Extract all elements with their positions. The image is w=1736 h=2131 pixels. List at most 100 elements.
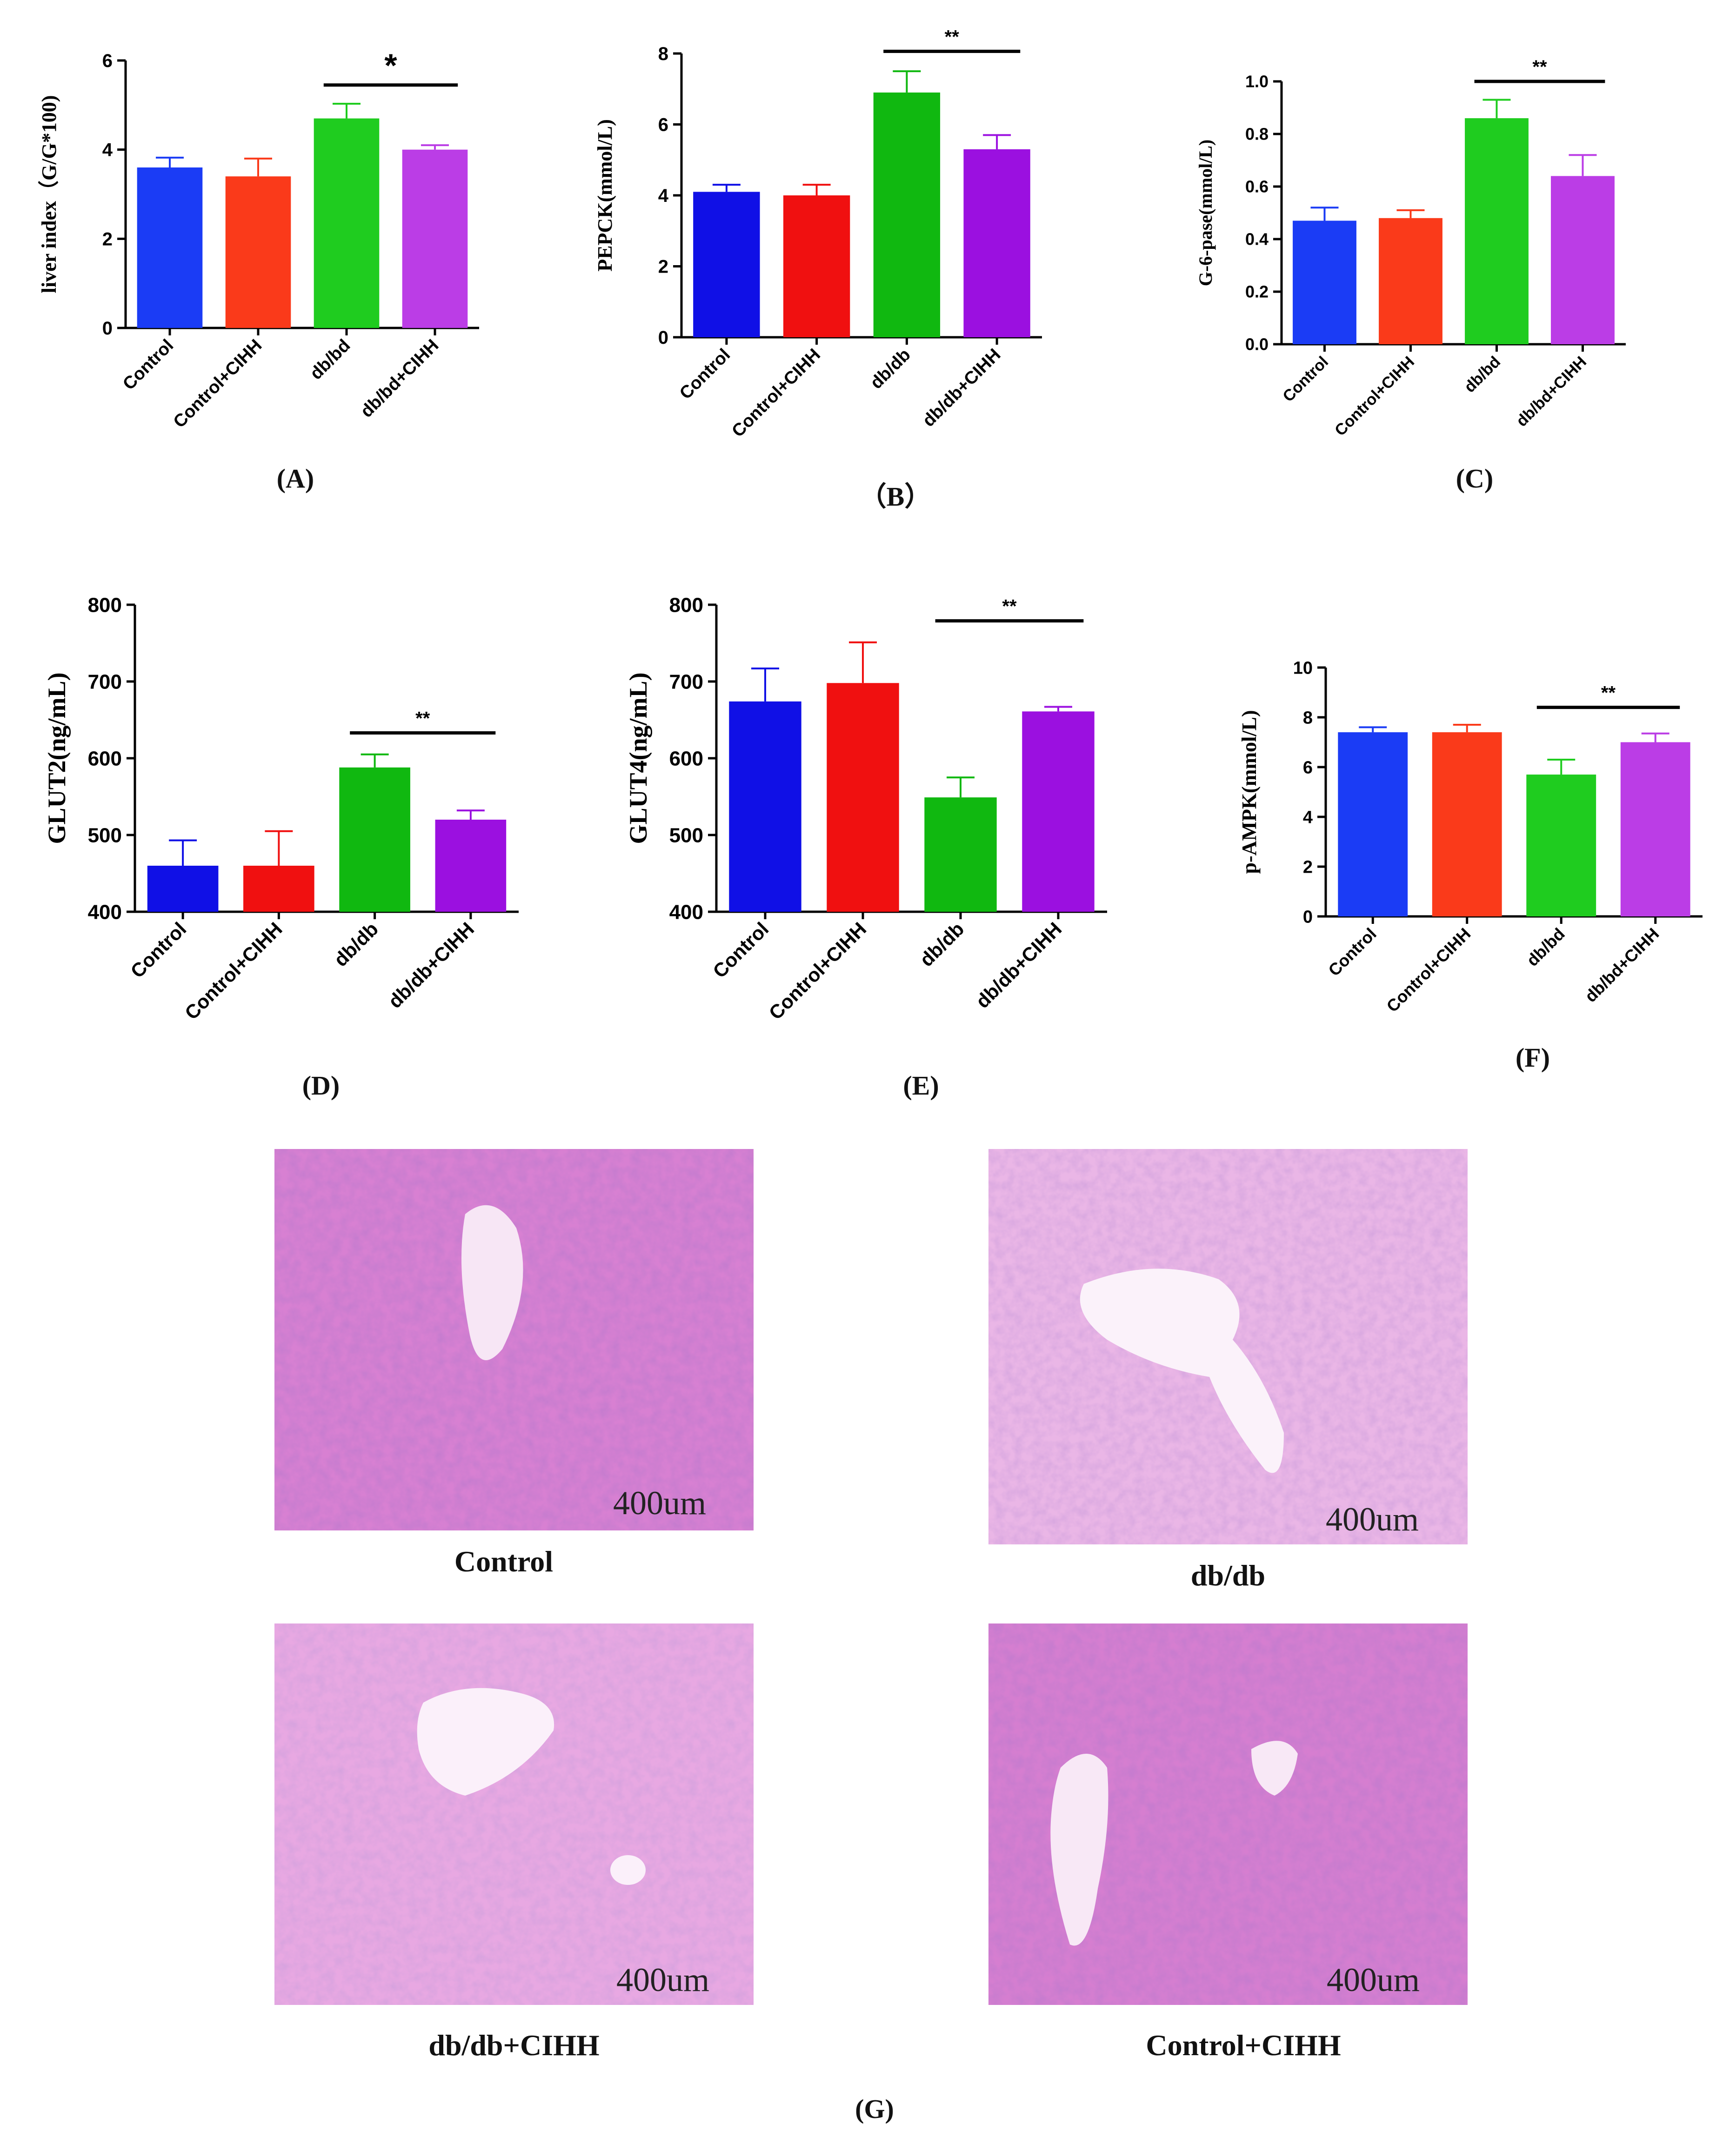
histology-caption-control-cihh: Control+CIHH — [1146, 2029, 1341, 2062]
scale-label-db-db-cihh: 400um — [616, 1961, 710, 1998]
x-tick-label: db/db+CIHH — [919, 345, 1004, 431]
bar-Control — [729, 701, 801, 912]
panel-label-e: (E) — [903, 1070, 939, 1101]
y-tick-label: 0.6 — [1245, 177, 1269, 196]
y-tick-label: 0.0 — [1245, 335, 1269, 354]
y-tick-label: 2 — [1303, 857, 1313, 877]
panel-label-a: (A) — [276, 463, 314, 494]
x-tick-label: Control+CIHH — [765, 918, 871, 1024]
x-tick-label: db/bd — [1461, 353, 1504, 396]
x-tick-label: db/bd+CIHH — [1581, 924, 1663, 1006]
histology-image-db-db — [988, 1149, 1468, 1544]
bar-db/bd+CIHH — [1620, 742, 1690, 916]
bar-db/db+CIHH — [963, 149, 1030, 337]
y-tick-label: 0.4 — [1245, 230, 1269, 249]
y-tick-label: 600 — [88, 747, 122, 770]
histology-image-db-db-cihh — [274, 1623, 754, 2005]
x-tick-label: Control+CIHH — [1331, 353, 1418, 440]
histology-image-control-cihh — [988, 1623, 1468, 2005]
bar-Control — [1338, 732, 1408, 916]
x-tick-label: Control — [1324, 924, 1380, 980]
y-tick-label: 6 — [1303, 758, 1313, 777]
bar-db/bd — [314, 118, 380, 328]
x-tick-label: db/db — [867, 345, 915, 393]
y-tick-label: 4 — [658, 186, 669, 206]
panel-label-g: (G) — [855, 2094, 894, 2124]
y-tick-label: 0 — [658, 327, 668, 348]
panel-label-c: (C) — [1456, 463, 1494, 494]
chart-3: 0.0 0.2 0.4 0.6 0.8 1.0 G-6-pase(mmol/L) Contro… — [1195, 57, 1626, 440]
bar-db/db — [924, 797, 997, 912]
panel-label-f: (F) — [1515, 1042, 1550, 1073]
y-tick-label: 4 — [102, 140, 113, 160]
y-axis-label: liver index（G/G*100) — [38, 95, 60, 294]
x-tick-label: Control — [119, 336, 177, 394]
x-tick-label: Control+CIHH — [728, 345, 824, 441]
bar-db/bd+CIHH — [402, 149, 468, 328]
significance-marker: ** — [1002, 596, 1017, 617]
y-tick-label: 0 — [102, 318, 113, 339]
bar-Control — [693, 192, 760, 337]
y-tick-label: 2 — [658, 257, 668, 277]
y-tick-label: 2 — [102, 229, 113, 249]
x-tick-label: db/bd+CIHH — [357, 336, 442, 421]
y-tick-label: 8 — [658, 44, 668, 64]
significance-marker: ** — [945, 27, 960, 47]
bar-db/db+CIHH — [1022, 711, 1095, 912]
bar-db/bd+CIHH — [1551, 176, 1615, 344]
y-axis-label: p-AMPK(mmol/L) — [1238, 710, 1261, 874]
y-tick-label: 700 — [88, 670, 122, 693]
y-axis-label: GLUT2(ng/mL) — [43, 672, 71, 844]
x-tick-label: db/db+CIHH — [384, 918, 478, 1012]
x-tick-label: db/bd — [307, 336, 354, 384]
y-tick-label: 700 — [669, 670, 703, 693]
bar-Control+CIHH — [1432, 732, 1502, 916]
bar-Control+CIHH — [225, 176, 291, 328]
bar-Control+CIHH — [783, 195, 850, 337]
scale-label-control-cihh: 400um — [1327, 1961, 1420, 1998]
x-tick-label: db/bd — [1522, 924, 1568, 970]
y-tick-label: 600 — [669, 747, 703, 770]
bar-Control — [147, 866, 219, 912]
y-axis-label: G-6-pase(mmol/L) — [1195, 140, 1216, 287]
y-tick-label: 800 — [88, 594, 122, 616]
y-tick-label: 0.2 — [1245, 282, 1269, 301]
x-tick-label: db/db+CIHH — [971, 918, 1066, 1012]
y-tick-label: 0 — [1303, 907, 1313, 927]
y-axis-label: PEPCK(mmol/L) — [594, 119, 616, 272]
y-tick-label: 800 — [669, 594, 703, 616]
scale-label-control: 400um — [613, 1484, 707, 1522]
y-tick-label: 500 — [88, 824, 122, 847]
bar-db/db — [339, 767, 410, 912]
bar-db/db — [873, 92, 941, 337]
bar-Control+CIHH — [827, 683, 899, 912]
histology-caption-control: Control — [454, 1545, 554, 1578]
y-tick-label: 500 — [669, 824, 703, 847]
y-tick-label: 1.0 — [1245, 72, 1269, 91]
chart-4: 400 500 600 700 800 GLUT2(ng/mL) ControlContro… — [43, 594, 519, 1024]
bar-Control+CIHH — [1379, 218, 1442, 344]
bar-Control — [1293, 220, 1356, 344]
significance-marker: * — [384, 47, 397, 84]
x-tick-label: db/db — [915, 918, 968, 971]
x-tick-label: Control — [708, 918, 773, 982]
x-tick-label: Control+CIHH — [1382, 924, 1474, 1016]
significance-marker: ** — [1532, 57, 1547, 77]
chart-1: 0 2 4 6 liver index（G/G*100) ControlControl+C… — [38, 47, 479, 432]
bar-db/db+CIHH — [435, 820, 507, 912]
histology-caption-db-db-cihh: db/db+CIHH — [428, 2029, 600, 2062]
x-tick-label: Control+CIHH — [180, 918, 287, 1024]
x-tick-label: Control — [676, 345, 734, 403]
y-tick-label: 0.8 — [1245, 125, 1269, 144]
panel-label-d: (D) — [302, 1070, 340, 1101]
bar-db/bd — [1526, 775, 1596, 916]
x-tick-label: Control — [126, 918, 190, 982]
y-tick-label: 10 — [1293, 658, 1313, 678]
y-tick-label: 400 — [88, 901, 122, 923]
chart-6: 0 2 4 6 8 10 p-AMPK(mmol/L) Control Control+CIHH… — [1238, 658, 1703, 1016]
significance-marker: ** — [415, 708, 430, 729]
x-tick-label: Control — [1279, 353, 1332, 406]
